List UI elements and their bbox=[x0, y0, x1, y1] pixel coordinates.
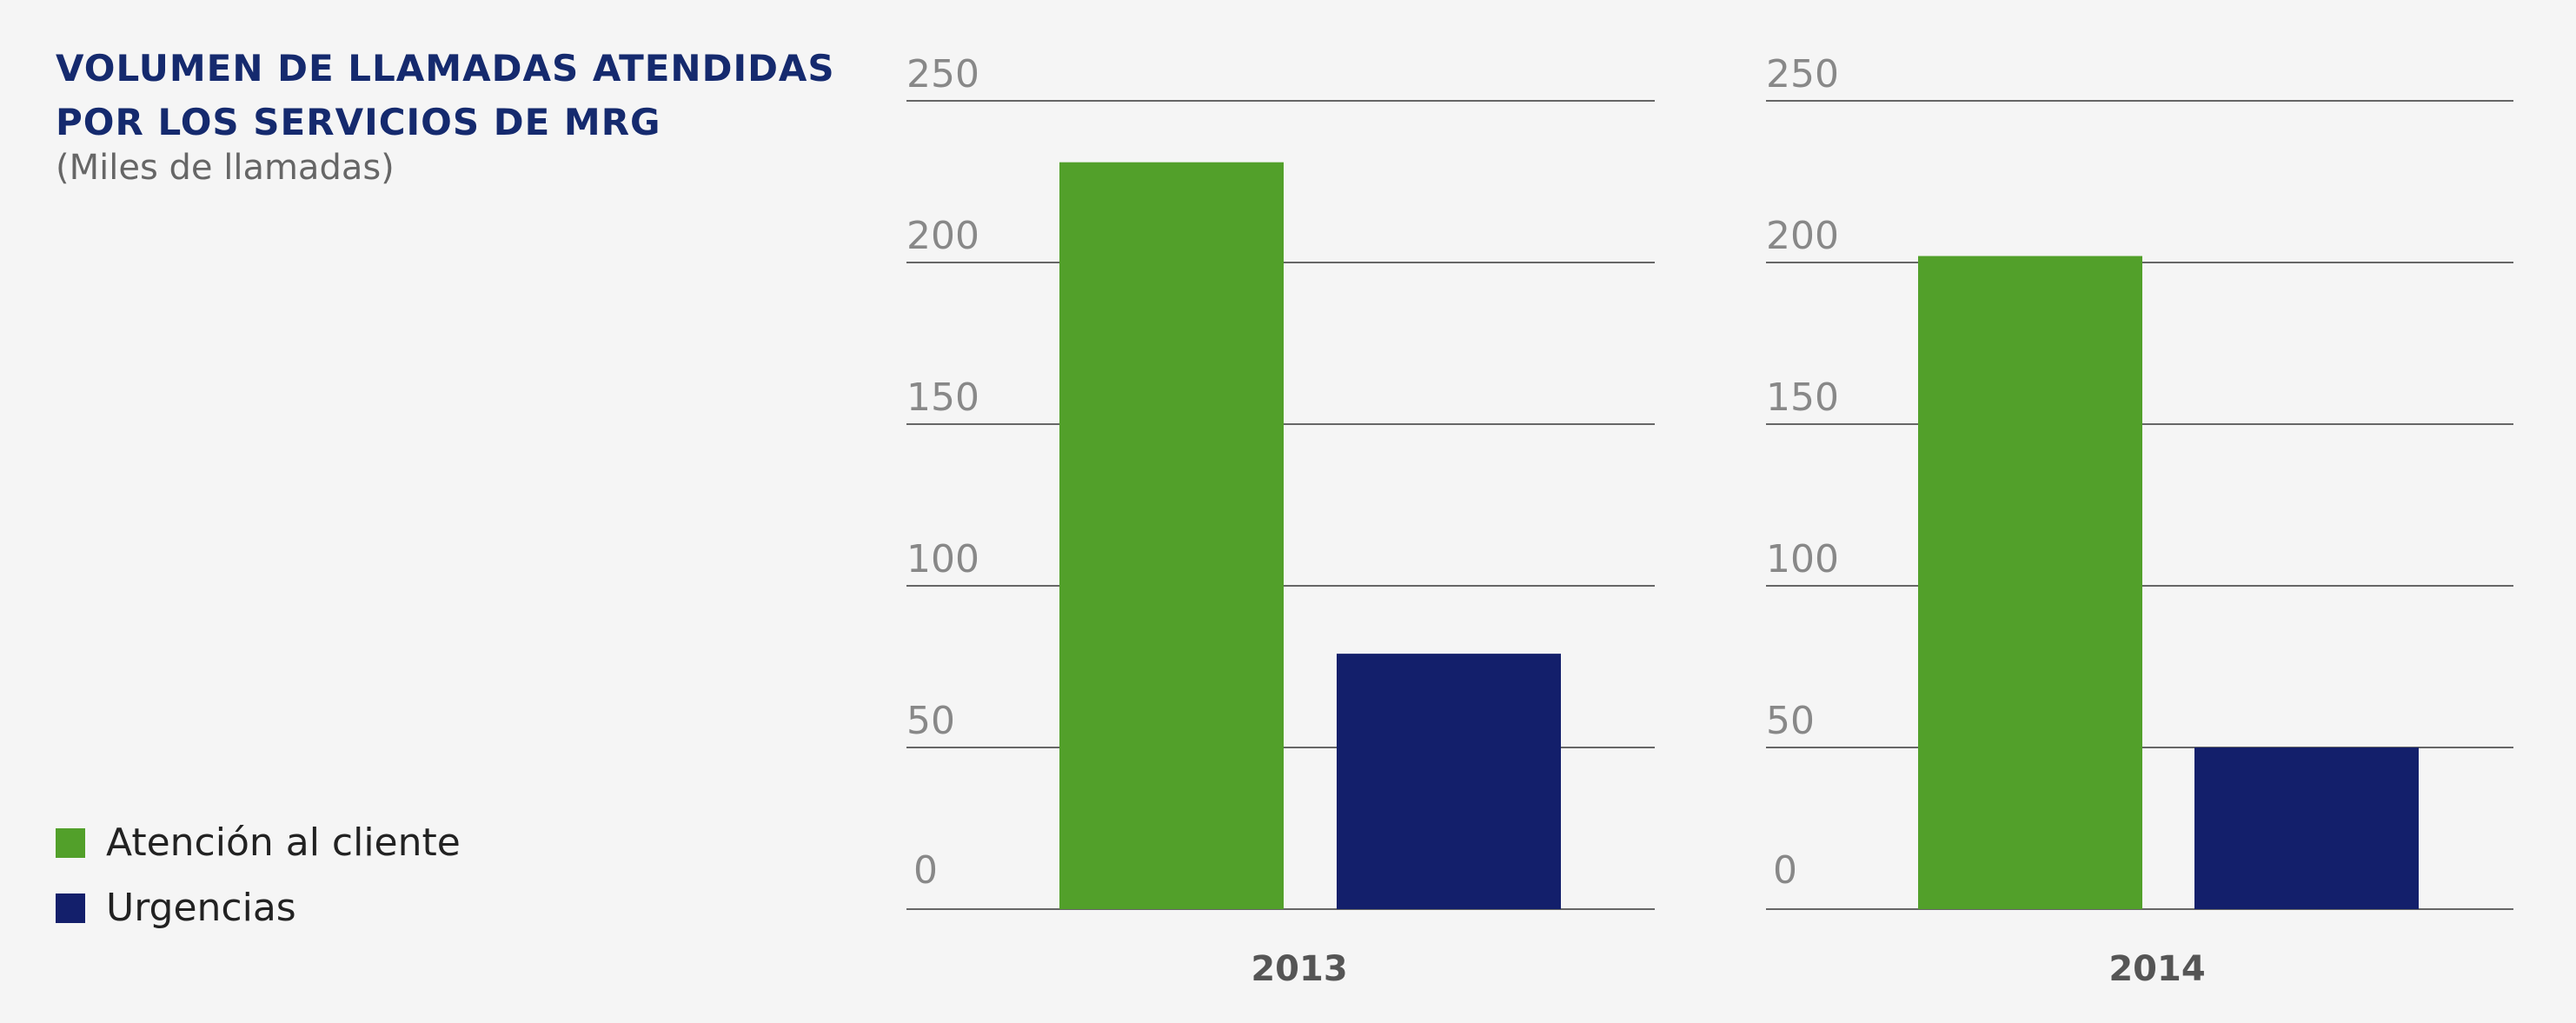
bar-urgencias-2013 bbox=[1337, 654, 1561, 909]
y-tick-label-250: 250 bbox=[1766, 52, 1839, 96]
chart-panel-2014: 0 50 100 150 200 250 2014 bbox=[1766, 52, 2513, 989]
y-tick-label-50: 50 bbox=[1766, 699, 1815, 743]
y-tick-label-250: 250 bbox=[906, 52, 979, 96]
y-tick-label-0: 0 bbox=[913, 848, 938, 893]
chart-title-line-1: VOLUMEN DE LLAMADAS ATENDIDAS bbox=[56, 47, 835, 90]
y-tick-label-100: 100 bbox=[1766, 537, 1839, 581]
bar-urgencias-2014 bbox=[2194, 747, 2419, 909]
chart-title-line-2: POR LOS SERVICIOS DE MRG bbox=[56, 101, 661, 143]
chart-title: VOLUMEN DE LLAMADAS ATENDIDAS POR LOS SE… bbox=[56, 42, 835, 149]
legend-label-urgencias: Urgencias bbox=[106, 886, 296, 930]
y-tick-label-200: 200 bbox=[906, 214, 979, 258]
y-tick-label-50: 50 bbox=[906, 699, 955, 743]
chart-panel-2013: 0 50 100 150 200 250 2013 bbox=[906, 52, 1655, 989]
bar-atencion-2014 bbox=[1918, 256, 2142, 909]
y-tick-label-150: 150 bbox=[1766, 375, 1839, 420]
legend-item-urgencias: Urgencias bbox=[56, 875, 461, 940]
bar-atencion-2013 bbox=[1059, 162, 1284, 909]
x-category-label-2013: 2013 bbox=[1251, 949, 1347, 989]
y-tick-label-150: 150 bbox=[906, 375, 979, 420]
legend-item-atencion: Atención al cliente bbox=[56, 810, 461, 875]
y-tick-label-0: 0 bbox=[1773, 848, 1797, 893]
x-category-label-2014: 2014 bbox=[2108, 949, 2205, 989]
y-tick-label-200: 200 bbox=[1766, 214, 1839, 258]
legend-swatch-atencion bbox=[56, 827, 85, 858]
legend-label-atencion: Atención al cliente bbox=[106, 820, 461, 865]
chart-subtitle: (Miles de llamadas) bbox=[56, 148, 395, 188]
y-tick-label-100: 100 bbox=[906, 537, 979, 581]
legend-swatch-urgencias bbox=[56, 893, 85, 923]
legend: Atención al cliente Urgencias bbox=[56, 810, 461, 940]
